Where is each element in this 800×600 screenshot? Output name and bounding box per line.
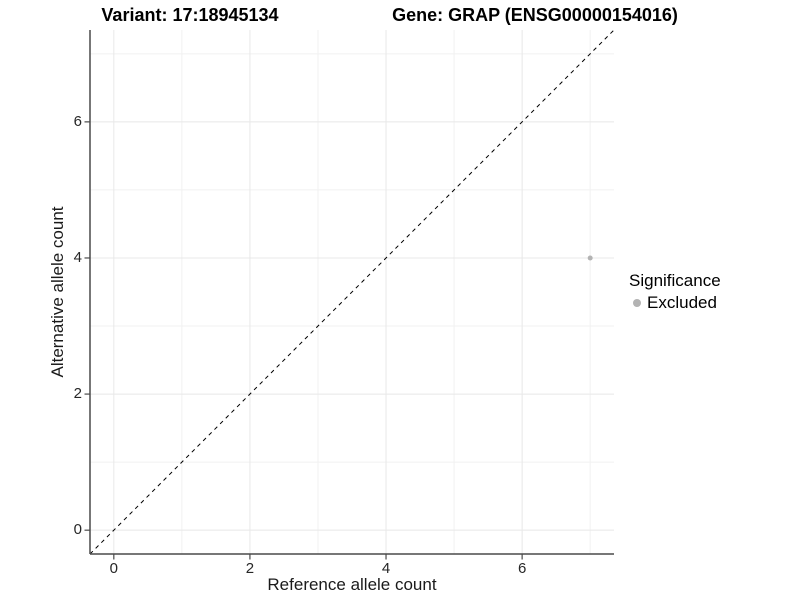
plot-title-gene: Gene: GRAP (ENSG00000154016) <box>392 5 678 25</box>
legend: Significance Excluded <box>629 271 721 313</box>
legend-item-label: Excluded <box>647 293 717 312</box>
y-tick-label: 4 <box>73 248 82 266</box>
x-axis-title: Reference allele count <box>267 575 437 594</box>
legend-point-icon <box>633 299 641 307</box>
y-tick-label: 0 <box>73 521 82 539</box>
identity-dashed-line <box>89 29 615 555</box>
x-tick-label: 4 <box>381 560 391 577</box>
x-tick-label: 2 <box>245 560 255 577</box>
y-tick-label: 6 <box>73 112 82 130</box>
plot-title-variant: Variant: 17:18945134 <box>101 5 279 25</box>
data-point <box>587 255 593 261</box>
legend-item-excluded: Excluded <box>633 293 721 313</box>
y-tick-label: 2 <box>73 385 82 403</box>
x-tick-label: 0 <box>109 560 118 577</box>
x-tick-label: 6 <box>517 560 527 577</box>
legend-title: Significance <box>629 271 721 290</box>
